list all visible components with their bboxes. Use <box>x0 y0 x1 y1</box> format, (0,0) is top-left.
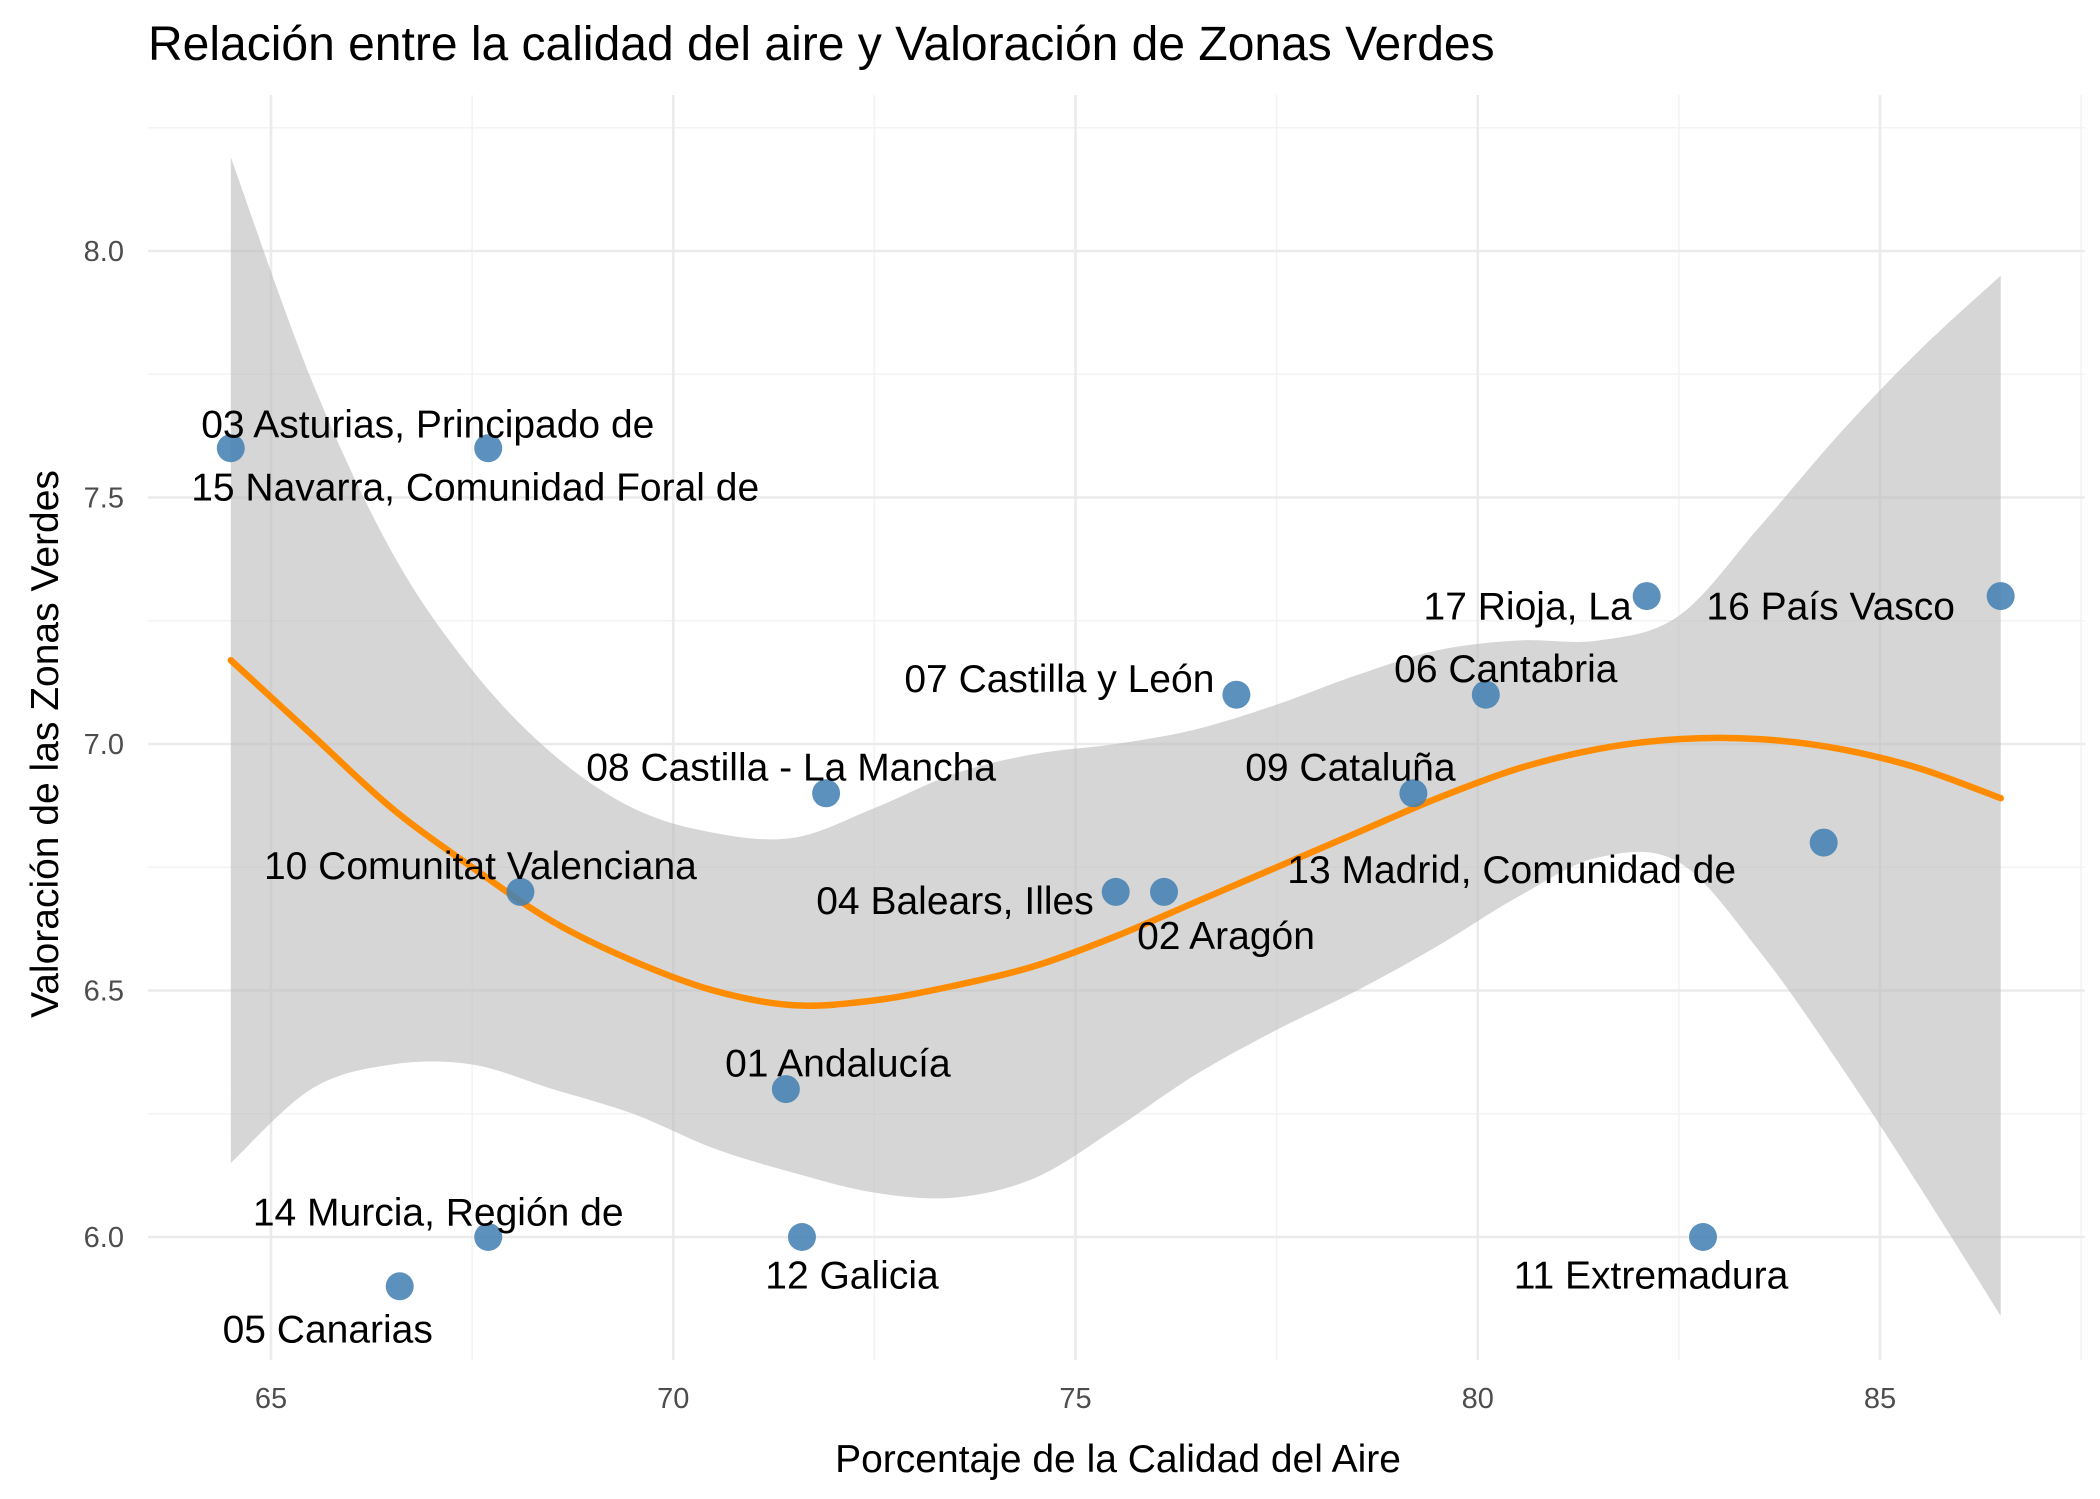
x-tick-label: 65 <box>255 1383 287 1415</box>
x-tick-label: 70 <box>657 1383 689 1415</box>
y-axis-ticks: 6.0 6.5 7.0 7.5 8.0 <box>84 236 124 1254</box>
x-tick-label: 85 <box>1864 1383 1896 1415</box>
y-tick-label: 7.0 <box>84 729 124 761</box>
point-label: 03 Asturias, Principado de <box>201 403 654 446</box>
data-point <box>1222 680 1251 709</box>
x-tick-label: 80 <box>1462 1383 1494 1415</box>
point-label: 02 Aragón <box>1137 915 1315 958</box>
point-label: 12 Galicia <box>765 1254 939 1297</box>
y-tick-label: 8.0 <box>84 236 124 268</box>
point-label: 15 Navarra, Comunidad Foral de <box>191 466 759 509</box>
data-point <box>1399 779 1428 808</box>
y-tick-label: 6.0 <box>84 1222 124 1254</box>
point-label: 09 Cataluña <box>1245 747 1456 790</box>
data-point <box>216 434 245 463</box>
point-label: 11 Extremadura <box>1514 1254 1789 1297</box>
point-label: 17 Rioja, La <box>1424 585 1632 628</box>
data-point <box>1689 1223 1718 1251</box>
data-point <box>771 1075 800 1104</box>
x-axis-title: Porcentaje de la Calidad del Aire <box>835 1438 1401 1481</box>
data-point <box>1986 582 2015 611</box>
point-label: 13 Madrid, Comunidad de <box>1287 849 1736 892</box>
x-tick-label: 75 <box>1059 1383 1091 1415</box>
data-point <box>1471 680 1500 709</box>
point-label: 07 Castilla y León <box>904 658 1214 701</box>
point-label: 16 País Vasco <box>1706 585 1955 628</box>
chart-title: Relación entre la calidad del aire y Val… <box>148 18 1495 71</box>
y-tick-label: 7.5 <box>84 483 124 515</box>
y-tick-label: 6.5 <box>84 976 124 1008</box>
data-point <box>1101 877 1130 906</box>
data-point <box>506 877 535 906</box>
point-label: 10 Comunitat Valenciana <box>264 845 697 888</box>
confidence-band <box>230 157 2001 1316</box>
data-point <box>1149 877 1178 906</box>
data-point <box>1632 582 1661 611</box>
x-axis-ticks: 65 70 75 80 85 <box>255 1383 1896 1415</box>
point-label: 01 Andalucía <box>725 1042 951 1085</box>
points-layer <box>216 434 2015 1301</box>
data-point <box>474 1223 503 1251</box>
point-label: 04 Balears, Illes <box>816 880 1093 923</box>
data-point <box>812 779 841 808</box>
data-point <box>474 434 503 463</box>
point-label: 06 Cantabria <box>1394 648 1618 691</box>
confidence-band-layer <box>230 157 2001 1316</box>
point-label: 08 Castilla - La Mancha <box>586 747 996 790</box>
data-point <box>1809 828 1838 857</box>
data-point <box>385 1272 414 1301</box>
data-point <box>787 1223 816 1251</box>
y-axis-title: Valoración de las Zonas Verdes <box>24 470 67 1018</box>
point-label: 05 Canarias <box>223 1309 433 1352</box>
point-labels-layer: 01 Andalucía 02 Aragón 03 Asturias, Princi… <box>191 403 1955 1351</box>
point-label: 14 Murcia, Región de <box>253 1191 624 1234</box>
